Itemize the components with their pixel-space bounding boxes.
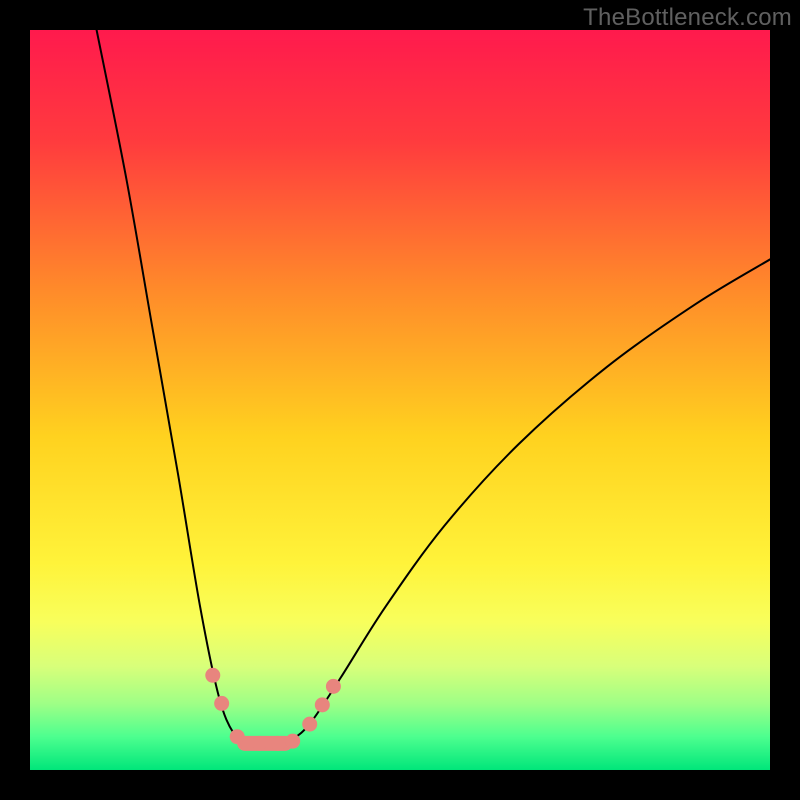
marker-dot — [230, 729, 245, 744]
marker-dot — [326, 679, 341, 694]
marker-dot — [205, 668, 220, 683]
marker-dot — [214, 696, 229, 711]
marker-dot — [315, 697, 330, 712]
marker-dot — [302, 717, 317, 732]
watermark-text: TheBottleneck.com — [583, 4, 792, 32]
outer-frame: TheBottleneck.com — [0, 0, 800, 800]
marker-dot — [285, 734, 300, 749]
marker-dot — [252, 736, 267, 751]
chart-svg — [30, 30, 770, 770]
plot-area — [30, 30, 770, 770]
gradient-background — [30, 30, 770, 770]
marker-dot — [270, 736, 285, 751]
